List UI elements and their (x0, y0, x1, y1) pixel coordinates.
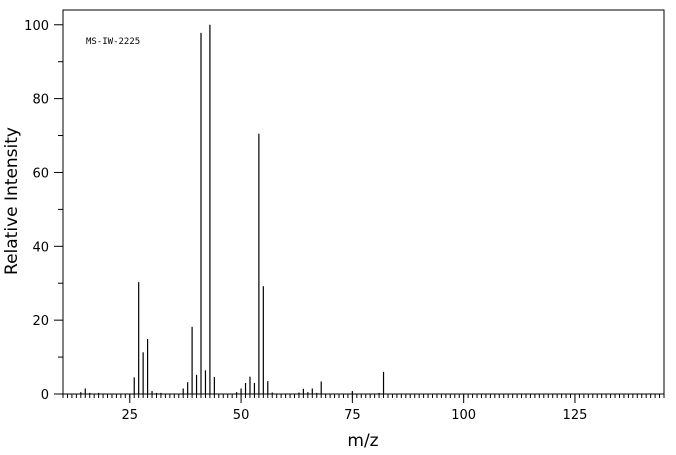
x-tick-label: 75 (344, 408, 361, 423)
x-tick-label: 50 (233, 408, 250, 423)
x-tick-label: 100 (451, 408, 476, 423)
x-axis-title: m/z (347, 431, 378, 451)
y-tick-label: 100 (24, 19, 49, 34)
peak-series (80, 24, 385, 394)
y-tick-label: 20 (32, 314, 49, 329)
y-axis-title: Relative Intensity (2, 127, 22, 275)
chart-annotation: MS-IW-2225 (86, 37, 140, 47)
x-major-ticks: 25 50 75 100 125 (122, 394, 588, 423)
x-tick-label: 25 (122, 408, 139, 423)
y-tick-label: 40 (32, 240, 49, 255)
plot-frame (62, 9, 665, 395)
x-minor-ticks (62, 394, 665, 398)
y-tick-label: 80 (32, 93, 49, 108)
y-tick-label: 0 (41, 388, 49, 403)
x-tick-label: 125 (563, 408, 588, 423)
y-tick-label: 60 (32, 166, 49, 181)
y-ticks: 0 20 40 60 80 100 (24, 19, 63, 403)
